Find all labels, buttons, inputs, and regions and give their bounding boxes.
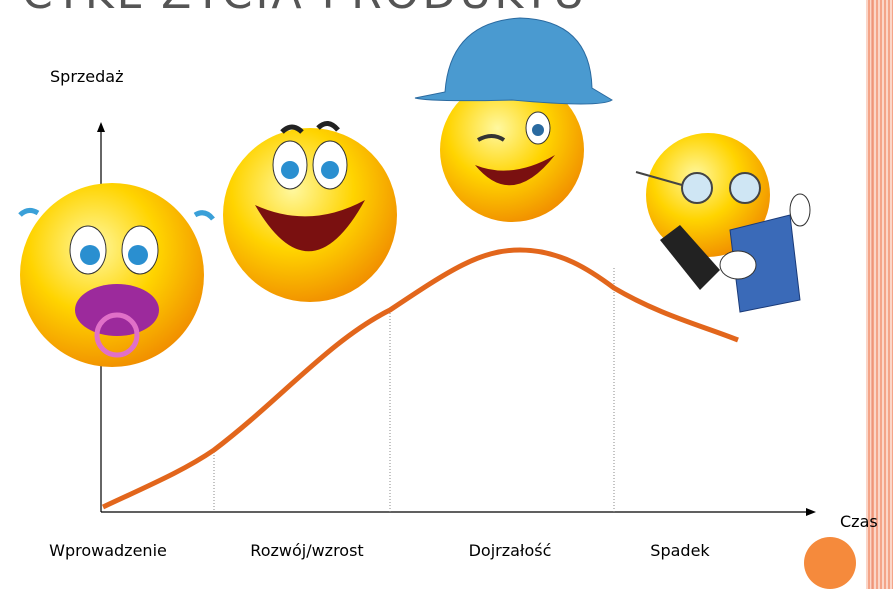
x-arrow xyxy=(806,508,816,516)
x-axis-label: Czas xyxy=(840,512,878,531)
stage-label: Dojrzałość xyxy=(469,541,552,560)
stage-label: Rozwój/wzrost xyxy=(250,541,363,560)
reader-smiley xyxy=(636,133,810,312)
stage-label: Spadek xyxy=(650,541,710,560)
title: CYKL ŻYCIA PRODUKTU xyxy=(22,0,588,19)
decor-circle xyxy=(804,537,856,589)
y-axis-label: Sprzedaż xyxy=(50,67,124,86)
baby-smiley xyxy=(20,183,213,367)
side-border xyxy=(866,0,893,589)
slide: CYKL ŻYCIA PRODUKTU Sprzedaż Czas Wprowa… xyxy=(0,0,893,589)
y-arrow xyxy=(97,122,105,132)
stage-label: Wprowadzenie xyxy=(49,541,167,560)
worker-smiley xyxy=(415,18,612,222)
happy-smiley xyxy=(223,123,397,302)
